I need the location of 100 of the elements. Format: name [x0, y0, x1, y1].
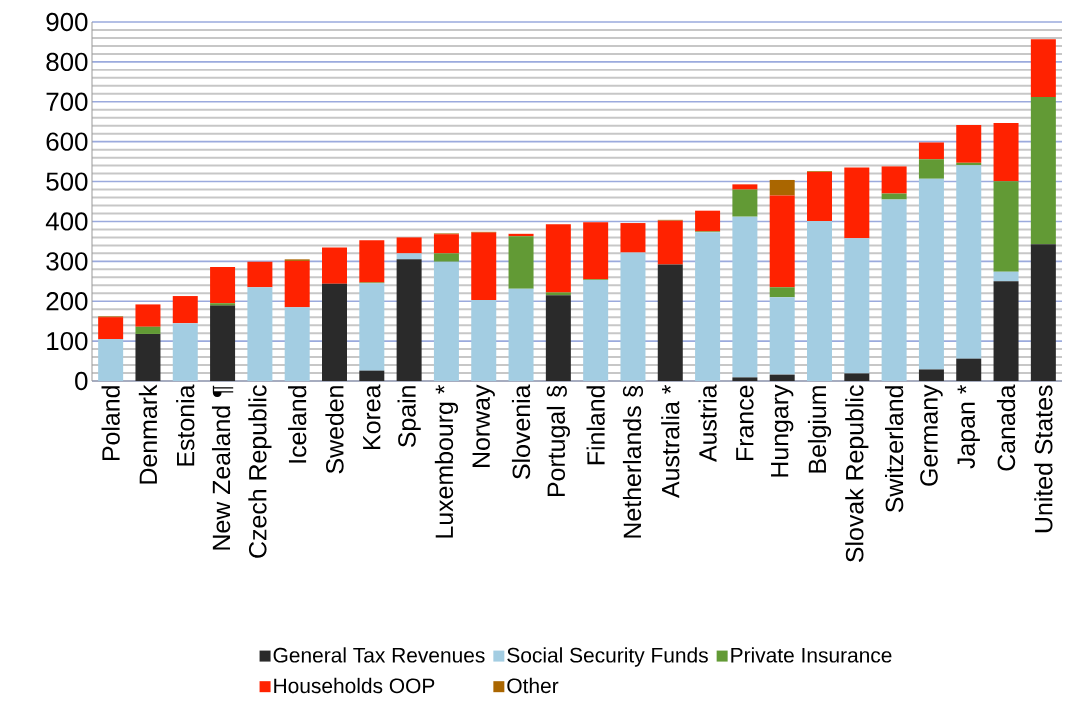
bar	[322, 247, 347, 284]
x-tick-label: Australia *	[661, 384, 680, 498]
x-tick-label: Spain	[397, 386, 421, 448]
bar	[844, 373, 870, 381]
bar	[172, 323, 198, 381]
bar	[545, 292, 571, 296]
bar	[807, 221, 833, 381]
legend-label: General Tax Revenues	[273, 647, 485, 663]
y-tick-label: 900	[46, 12, 88, 32]
bar	[807, 171, 833, 222]
x-tick-label: Austria	[698, 384, 717, 462]
bar	[881, 166, 907, 194]
x-tick-label: Belgium	[807, 386, 832, 473]
legend-label: Private Insurance	[731, 647, 892, 663]
x-tick-label: Switzerland	[884, 386, 904, 513]
y-tick-label: 400	[45, 212, 88, 231]
y-tick-label: 600	[46, 132, 88, 151]
bar	[769, 374, 795, 381]
bar	[1030, 244, 1056, 381]
x-tick-label: Poland	[101, 386, 120, 461]
bar	[657, 264, 683, 381]
bar	[135, 333, 161, 381]
bar	[98, 339, 124, 381]
bar	[433, 261, 459, 381]
bar	[583, 222, 609, 280]
x-tick-label: Iceland	[288, 386, 307, 463]
bar	[956, 124, 982, 163]
bar	[732, 184, 758, 190]
x-tick-label: Netherlands §	[622, 385, 644, 538]
bar	[1030, 97, 1056, 245]
bar	[844, 167, 870, 239]
bar	[732, 216, 758, 378]
bar	[396, 259, 422, 381]
x-tick-label: Portugal §	[546, 385, 570, 497]
x-tick-label: Czech Republic	[248, 385, 272, 558]
bar	[620, 252, 646, 381]
bar	[359, 370, 385, 381]
bar	[769, 195, 795, 288]
bar	[471, 232, 497, 301]
bar	[98, 317, 124, 340]
x-tick-label: United States	[1034, 385, 1053, 533]
bar	[508, 236, 534, 289]
x-tick-label: Canada	[996, 384, 1016, 471]
x-tick-label: Slovenia	[511, 384, 531, 479]
bar	[322, 283, 347, 381]
bar	[993, 181, 1019, 272]
bar	[284, 307, 310, 381]
bar	[210, 266, 236, 304]
bar	[956, 165, 982, 359]
x-tick-label: Finland	[586, 386, 605, 465]
bar	[918, 159, 944, 179]
bar	[993, 281, 1019, 381]
bar	[172, 296, 198, 324]
bar	[657, 220, 683, 265]
bar	[620, 223, 646, 253]
bar	[769, 179, 795, 196]
x-tick-label: Hungary	[771, 384, 794, 477]
bar	[433, 234, 459, 254]
bar	[247, 287, 273, 381]
bar	[769, 297, 795, 375]
bar	[433, 253, 459, 262]
bar	[918, 369, 944, 381]
bar	[769, 287, 795, 298]
bar	[359, 240, 385, 283]
bar	[956, 358, 982, 381]
bar	[210, 305, 236, 381]
bar	[695, 210, 721, 232]
bar	[396, 253, 422, 260]
bar	[135, 326, 161, 334]
y-tick-label: 100	[47, 331, 88, 351]
bar	[881, 193, 907, 200]
bar	[1030, 39, 1056, 97]
bar	[359, 283, 385, 371]
legend-label: Social Security Funds	[507, 647, 708, 667]
bar	[993, 271, 1019, 282]
x-tick-label: Korea	[363, 384, 381, 449]
legend-label: Other	[507, 677, 559, 694]
bar	[844, 238, 870, 374]
x-tick-label: Germany	[920, 384, 943, 486]
bar	[732, 377, 758, 381]
y-tick-label: 0	[75, 371, 88, 391]
bar	[918, 142, 944, 160]
y-tick-label: 500	[46, 172, 88, 191]
bar	[918, 178, 944, 370]
y-tick-label: 200	[46, 292, 88, 311]
bar	[247, 261, 273, 288]
x-tick-label: Denmark	[138, 384, 158, 484]
x-tick-label: Slovak Republic	[845, 385, 869, 562]
bar	[732, 189, 758, 217]
bar	[695, 232, 721, 381]
bar	[545, 295, 571, 381]
bar	[210, 303, 236, 306]
bar	[135, 304, 161, 327]
bar	[583, 280, 609, 381]
y-tick-label: 800	[46, 52, 88, 72]
y-tick-label: 300	[46, 252, 88, 271]
bar	[508, 288, 534, 381]
x-tick-label: Norway	[472, 384, 495, 467]
bar	[396, 237, 422, 254]
legend-label: Households OOP	[274, 677, 435, 694]
